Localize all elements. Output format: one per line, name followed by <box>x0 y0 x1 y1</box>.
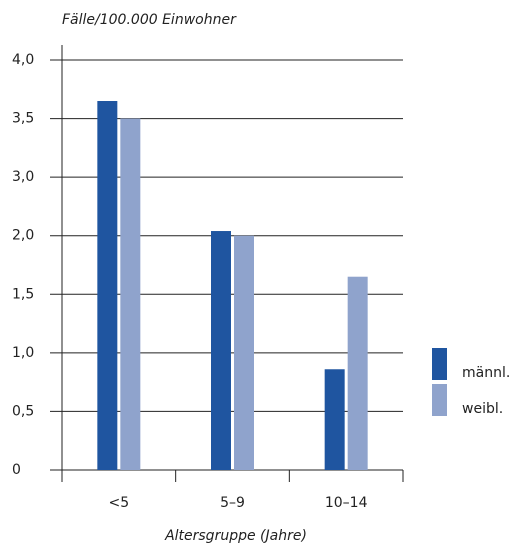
x-tick-label: 10–14 <box>325 495 368 511</box>
bar <box>324 369 345 470</box>
bar <box>347 276 368 470</box>
y-tick-label: 0 <box>12 462 21 478</box>
chart-title: Fälle/100.000 Einwohner <box>62 12 237 28</box>
y-tick-label: 1,0 <box>12 345 34 361</box>
legend-label: männl. <box>462 365 510 381</box>
bar <box>120 118 141 471</box>
y-tick-label: 1,5 <box>12 286 34 302</box>
y-tick-label: 3,0 <box>12 169 34 185</box>
x-axis-label: Altersgruppe (Jahre) <box>164 528 307 544</box>
y-tick-label: 4,0 <box>12 52 34 68</box>
legend-label: weibl. <box>462 401 503 417</box>
y-tick-label: 2,0 <box>12 228 34 244</box>
x-tick-label: 5–9 <box>220 495 245 511</box>
legend-swatch <box>432 384 447 416</box>
bar <box>211 231 231 470</box>
bar <box>234 235 254 470</box>
legend-swatch <box>432 348 447 380</box>
y-tick-label: 0,5 <box>12 403 34 419</box>
y-tick-label: 3,5 <box>12 111 34 127</box>
x-tick-label: <5 <box>109 495 130 511</box>
bar <box>97 101 118 470</box>
